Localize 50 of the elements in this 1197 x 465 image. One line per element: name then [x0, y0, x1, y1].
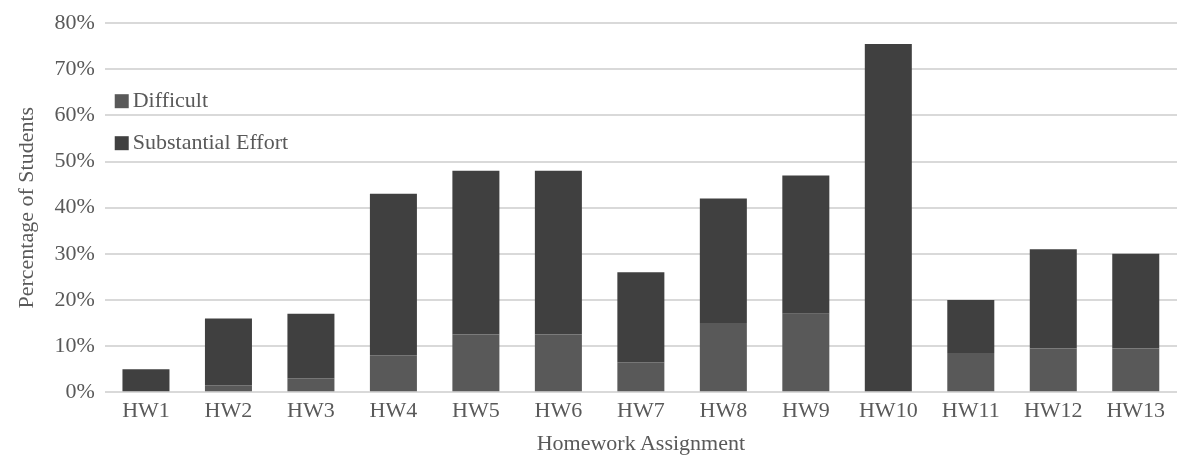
y-tick-label: 50%	[54, 147, 95, 173]
y-tick-label: 60%	[54, 101, 95, 127]
bar	[864, 43, 912, 392]
bar	[1112, 348, 1160, 392]
bar	[699, 198, 747, 324]
bar	[699, 323, 747, 392]
bar	[369, 355, 417, 392]
bar	[947, 352, 995, 392]
y-tick-label: 40%	[54, 193, 95, 219]
bar	[1029, 348, 1077, 392]
bar	[287, 313, 335, 379]
bar	[947, 299, 995, 353]
x-tick-label: HW9	[782, 397, 830, 423]
x-tick-label: HW3	[287, 397, 335, 423]
x-tick-label: HW12	[1023, 397, 1083, 423]
x-tick-label: HW2	[204, 397, 253, 423]
x-tick-label: HW11	[941, 397, 1000, 423]
bar	[782, 313, 830, 392]
bar	[204, 318, 252, 386]
bar	[617, 272, 665, 363]
x-tick-label: HW1	[122, 397, 170, 423]
bar	[782, 175, 830, 314]
bar	[617, 362, 665, 392]
y-axis-title: Percentage of Students	[12, 106, 38, 309]
y-tick-label: 0%	[65, 377, 95, 403]
x-tick-label: HW13	[1106, 397, 1166, 423]
y-tick-label: 80%	[54, 8, 95, 34]
bar	[452, 334, 500, 392]
bar	[369, 193, 417, 356]
legend-label: Difficult	[132, 86, 209, 112]
x-tick-label: HW10	[858, 397, 918, 423]
bar	[204, 385, 252, 392]
bar	[534, 170, 582, 335]
x-axis-title: Homework Assignment	[536, 429, 746, 455]
y-tick-label: 10%	[54, 331, 95, 357]
x-tick-label: HW6	[534, 397, 583, 423]
legend-label: Substantial Effort	[132, 128, 289, 154]
bar	[452, 170, 500, 335]
bar	[1112, 253, 1160, 349]
x-tick-label: HW7	[617, 397, 665, 423]
y-tick-label: 70%	[54, 55, 95, 81]
x-tick-label: HW8	[699, 397, 748, 423]
bar	[534, 334, 582, 392]
bar	[1029, 249, 1077, 349]
y-tick-label: 20%	[54, 285, 95, 311]
x-tick-label: HW5	[452, 397, 500, 423]
bar	[122, 369, 170, 392]
y-tick-label: 30%	[54, 239, 95, 265]
bar	[287, 378, 335, 392]
x-tick-label: HW4	[369, 397, 418, 423]
